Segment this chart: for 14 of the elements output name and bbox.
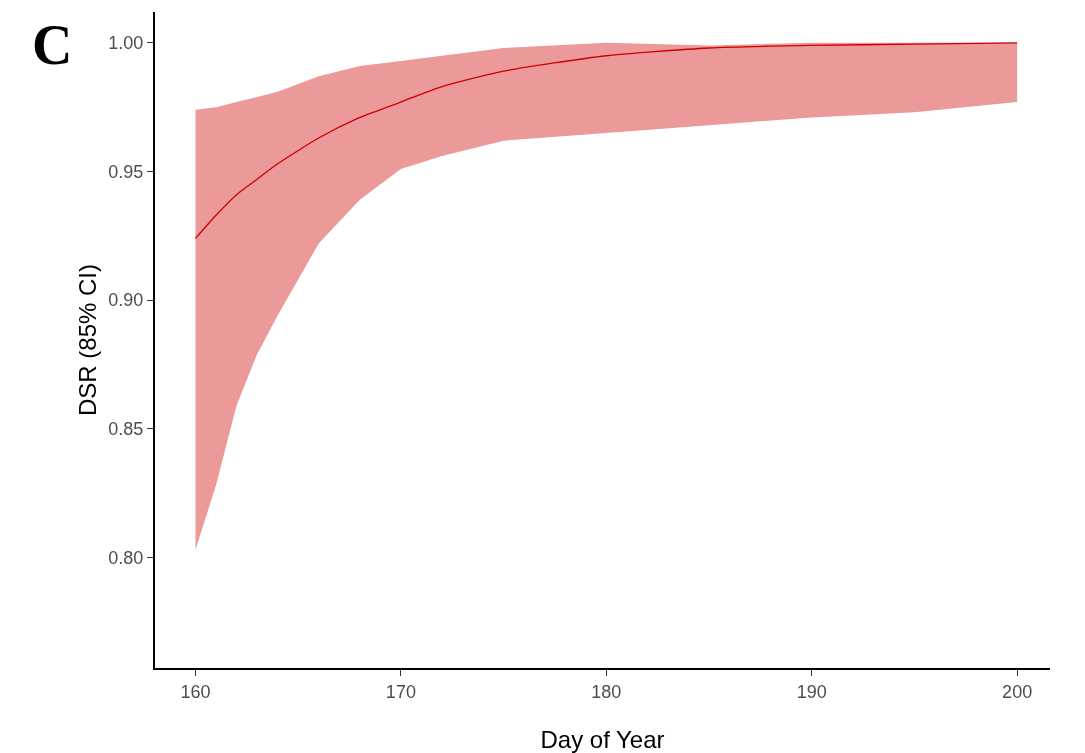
y-tick-label: 0.80 xyxy=(108,547,144,568)
x-tick-label: 180 xyxy=(591,681,622,702)
y-tick-label: 1.00 xyxy=(108,33,144,54)
x-tick-label: 190 xyxy=(796,681,827,702)
y-tick-label: 0.90 xyxy=(108,290,144,311)
x-tick-label: 170 xyxy=(385,681,416,702)
x-axis-title: Day of Year xyxy=(540,726,665,753)
x-tick-label: 200 xyxy=(1002,681,1033,702)
y-tick-label: 0.95 xyxy=(108,161,144,182)
y-axis-title: DSR (85% CI) xyxy=(74,263,101,417)
x-tick-label: 160 xyxy=(180,681,211,702)
y-tick-label: 0.85 xyxy=(108,419,144,440)
line-series xyxy=(194,42,1018,240)
text: C xyxy=(32,14,73,76)
